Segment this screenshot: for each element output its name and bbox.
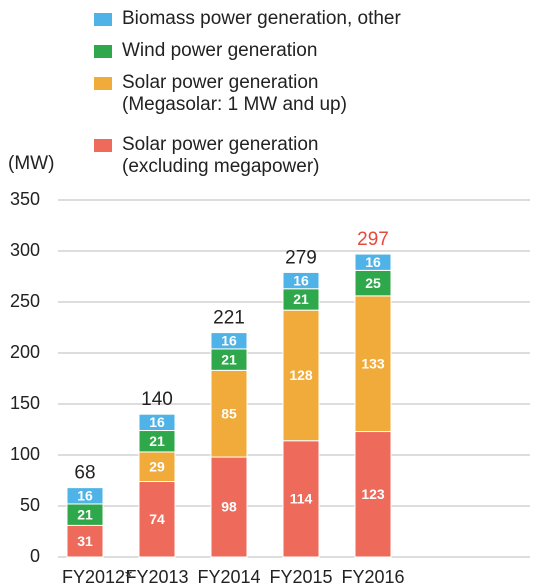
value-label: 31 xyxy=(77,533,93,549)
total-label: 297 xyxy=(357,229,389,250)
legend-item: Biomass power generation, other xyxy=(94,8,401,30)
legend-label: Solar power generation (Megasolar: 1 MW … xyxy=(122,72,347,115)
bar-segment xyxy=(282,440,320,558)
y-tick-label: 50 xyxy=(20,495,40,515)
value-label: 16 xyxy=(149,414,165,430)
x-tick-label: FY2014 xyxy=(197,567,260,586)
legend-swatch xyxy=(94,77,112,90)
y-tick-label: 350 xyxy=(10,189,40,209)
legend-item: Wind power generation xyxy=(94,40,317,62)
legend-swatch xyxy=(94,45,112,58)
bar-segment xyxy=(138,413,176,432)
y-tick-label: 150 xyxy=(10,393,40,413)
total-label: 279 xyxy=(285,247,317,268)
legend-swatch xyxy=(94,139,112,152)
bar-segment xyxy=(66,487,104,505)
legend-label: Wind power generation xyxy=(122,40,318,61)
value-label: 85 xyxy=(221,405,237,421)
value-label: 25 xyxy=(365,275,381,291)
y-tick-label: 300 xyxy=(10,240,40,260)
bar-segment xyxy=(354,295,392,433)
x-tick-label: FY2016 xyxy=(341,567,404,586)
legend-label: Solar power generation (excluding megapo… xyxy=(122,134,320,177)
value-label: 123 xyxy=(361,486,385,502)
bar-segment xyxy=(210,456,248,558)
x-tick-label: FY2015 xyxy=(269,567,332,586)
bar-segment xyxy=(138,451,176,483)
bar-segment xyxy=(210,369,248,458)
value-label: 29 xyxy=(149,458,165,474)
legend-item: Solar power generation (Megasolar: 1 MW … xyxy=(94,72,347,116)
value-label: 98 xyxy=(221,499,237,515)
value-label: 133 xyxy=(361,355,385,371)
value-label: 21 xyxy=(149,433,165,449)
y-tick-label: 0 xyxy=(30,546,40,566)
bar-segment xyxy=(66,524,104,558)
value-label: 16 xyxy=(221,332,237,348)
value-label: 21 xyxy=(77,506,93,522)
legend-label: Biomass power generation, other xyxy=(122,8,401,29)
total-label: 68 xyxy=(74,463,95,484)
bar-segment xyxy=(210,332,248,350)
y-axis-label: (MW) xyxy=(8,153,54,174)
value-label: 16 xyxy=(293,272,309,288)
bar-segment xyxy=(354,253,392,271)
total-label: 140 xyxy=(141,389,173,410)
value-label: 16 xyxy=(77,488,93,504)
legend-swatch xyxy=(94,13,112,26)
value-label: 128 xyxy=(289,367,313,383)
value-label: 21 xyxy=(221,351,237,367)
bar-segment xyxy=(354,269,392,297)
x-tick-label: FY2012* xyxy=(62,567,132,586)
x-tick-label: FY2013 xyxy=(125,567,188,586)
bar-segment xyxy=(354,431,392,558)
value-label: 21 xyxy=(293,291,309,307)
bar-segment xyxy=(282,271,320,290)
value-label: 74 xyxy=(149,511,165,527)
value-label: 114 xyxy=(290,491,313,507)
bar-segment xyxy=(282,309,320,442)
y-tick-label: 250 xyxy=(10,291,40,311)
total-label: 221 xyxy=(213,308,245,329)
y-tick-label: 100 xyxy=(10,444,40,464)
y-tick-label: 200 xyxy=(10,342,40,362)
value-label: 16 xyxy=(365,254,381,270)
legend-item: Solar power generation (excluding megapo… xyxy=(94,134,320,178)
